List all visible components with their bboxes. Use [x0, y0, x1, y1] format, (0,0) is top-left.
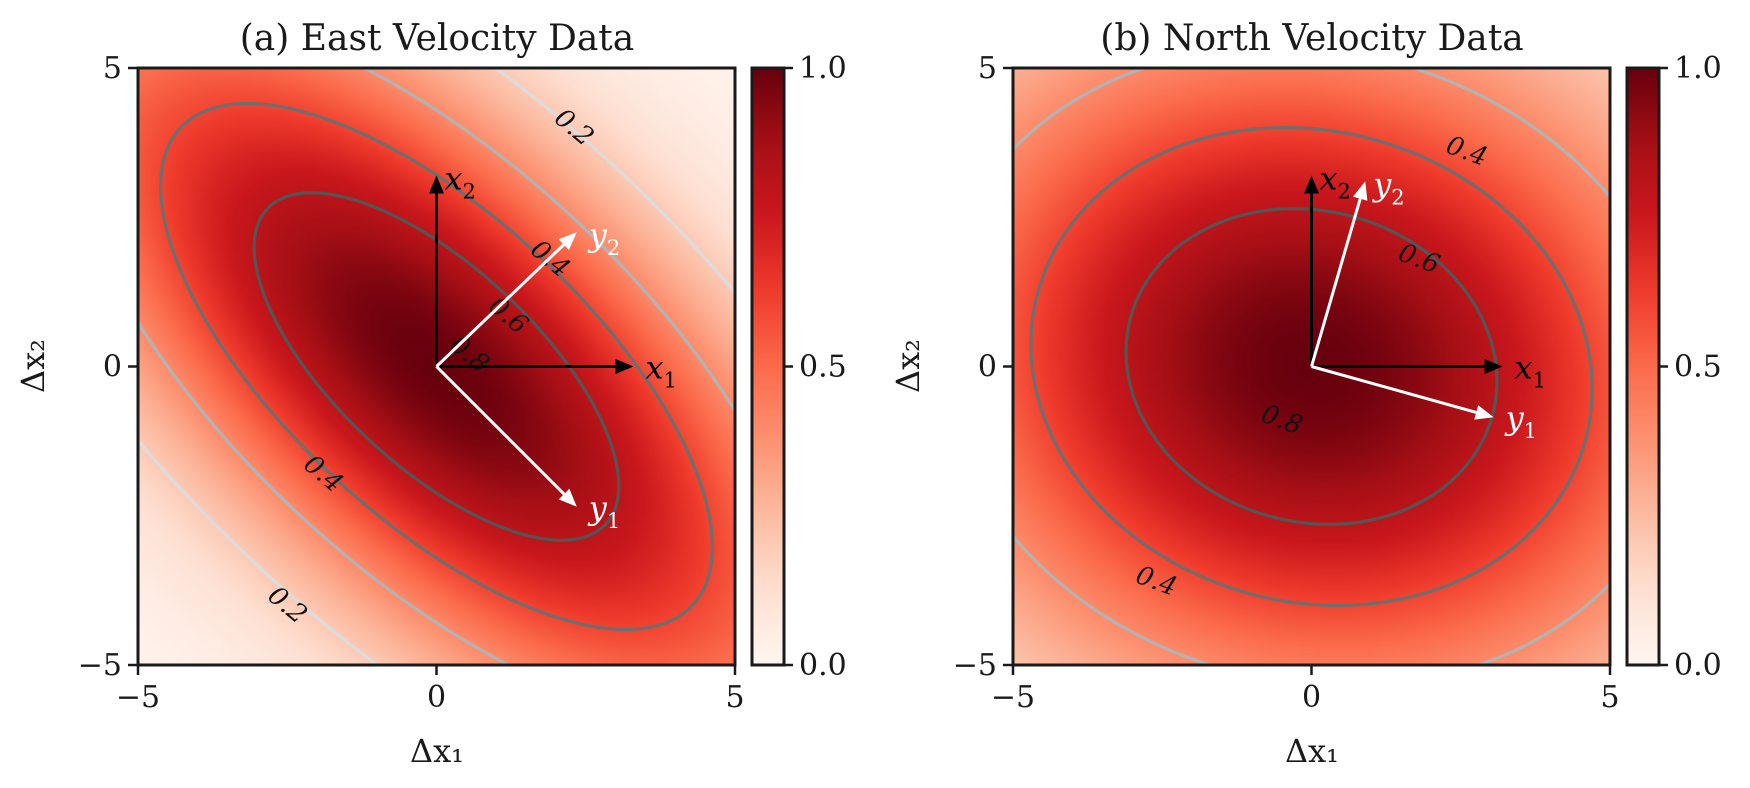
- colorbar: 0.0 0.5 1.0: [750, 51, 847, 683]
- vector-subscript: 1: [607, 509, 620, 533]
- vector-label-x2: x2: [445, 159, 476, 203]
- contour-line: [1013, 68, 1610, 665]
- colorbar-tick-label: 0.0: [1674, 648, 1722, 683]
- y-tick-label: −5: [953, 648, 997, 683]
- vector-label-y2: y2: [1371, 165, 1404, 209]
- vector-y2-arrowhead: [1353, 181, 1368, 201]
- vector-subscript: 2: [607, 236, 620, 260]
- vector-name: y: [587, 216, 608, 254]
- vector-label-y2: y2: [587, 216, 620, 260]
- vector-name: x: [646, 349, 664, 387]
- colorbar-tick-label: 0.5: [799, 350, 847, 385]
- colorbar-gradient: [1627, 68, 1659, 665]
- vector-label-x1: x1: [1515, 349, 1546, 393]
- x-tick-label: −5: [991, 680, 1035, 715]
- vector-name: x: [445, 159, 463, 197]
- vector-label-y1: y1: [1504, 399, 1537, 443]
- contour-line: [158, 101, 715, 632]
- contour-line: [252, 191, 621, 542]
- contour-lines: [138, 68, 735, 665]
- panel-title: (b) North Velocity Data: [1100, 18, 1523, 59]
- y-axis-label: Δx₂: [14, 339, 52, 393]
- vector-label-x2: x2: [1320, 159, 1351, 203]
- vector-x1-arrowhead: [615, 359, 634, 374]
- vector-y2-shaft: [1310, 198, 1362, 367]
- contour-lines: [1013, 68, 1610, 665]
- vector-subscript: 2: [1338, 179, 1351, 203]
- y-tick-label: 5: [978, 51, 997, 86]
- x-tick-label: 5: [1600, 680, 1619, 715]
- colorbar-tick-label: 0.0: [799, 648, 847, 683]
- x-tick-label: 0: [1302, 680, 1321, 715]
- vector-y1-arrowhead: [1474, 405, 1494, 420]
- vector-y2-arrowhead: [558, 232, 577, 251]
- vector-y1-shaft: [435, 365, 566, 496]
- y-tick-label: −5: [78, 648, 122, 683]
- contour-line: [1124, 206, 1499, 527]
- vector-subscript: 2: [1391, 185, 1404, 209]
- x-tick-label: −5: [116, 680, 160, 715]
- vector-x1-arrowhead: [1484, 359, 1503, 374]
- vector-label-y1: y1: [587, 489, 620, 533]
- panel-title: (a) East Velocity Data: [240, 18, 635, 59]
- vector-x2-arrowhead: [1304, 175, 1319, 194]
- panel-north-velocity: (b) North Velocity Data Δx₁ Δx₂ 0.40.40.…: [889, 18, 1722, 770]
- vector-subscript: 1: [664, 369, 677, 393]
- y-tick-label: 0: [978, 350, 997, 385]
- colorbar-gradient: [752, 68, 784, 665]
- y-axis-label: Δx₂: [889, 339, 927, 393]
- vector-y1-shaft: [1311, 365, 1477, 414]
- colorbar-tick-label: 1.0: [1674, 51, 1722, 86]
- x-axis-label: Δx₁: [1285, 732, 1339, 770]
- heatmap-plot: 0.20.20.40.40.60.8x1x2y1y2−5−500550.00.5…: [78, 51, 847, 715]
- panel-east-velocity: (a) East Velocity Data Δx₁ Δx₂ 0.20.20.4…: [14, 18, 847, 770]
- vector-subscript: 1: [1533, 369, 1546, 393]
- y-tick-label: 0: [103, 350, 122, 385]
- vector-label-x1: x1: [646, 349, 677, 393]
- y-tick-label: 5: [103, 51, 122, 86]
- vector-y1-arrowhead: [558, 488, 577, 507]
- vector-name: y: [1371, 165, 1392, 203]
- vector-name: x: [1320, 159, 1338, 197]
- vector-name: y: [1504, 399, 1525, 437]
- vector-x2-arrowhead: [429, 175, 444, 194]
- vector-y2-shaft: [435, 243, 565, 368]
- vector-subscript: 1: [1524, 419, 1537, 443]
- vector-name: x: [1515, 349, 1533, 387]
- colorbar-tick-label: 0.5: [1674, 350, 1722, 385]
- contour-line: [138, 68, 735, 665]
- colorbar-tick-label: 1.0: [799, 51, 847, 86]
- vector-name: y: [587, 489, 608, 527]
- vector-subscript: 2: [463, 179, 476, 203]
- contour-line: [1029, 125, 1594, 608]
- x-axis-label: Δx₁: [410, 732, 464, 770]
- colorbar: 0.0 0.5 1.0: [1625, 51, 1722, 683]
- x-tick-label: 5: [725, 680, 744, 715]
- x-tick-label: 0: [427, 680, 446, 715]
